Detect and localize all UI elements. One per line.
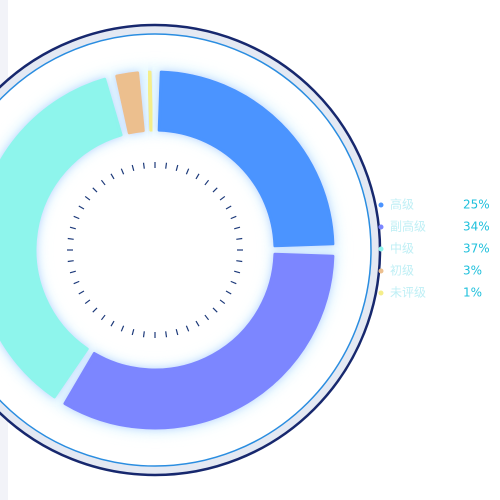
tick	[78, 290, 85, 295]
legend-label: 未评级	[390, 286, 426, 300]
tick	[165, 162, 168, 169]
donut-segment	[63, 252, 335, 430]
tick	[100, 314, 106, 321]
tick	[230, 280, 237, 285]
tick	[73, 280, 80, 285]
tick-ring	[67, 162, 243, 338]
legend-dot	[378, 224, 384, 230]
tick	[234, 270, 241, 274]
tick	[195, 320, 200, 327]
donut-segment	[157, 70, 335, 248]
legend-dot	[378, 202, 384, 208]
tick	[67, 237, 74, 240]
tick	[185, 168, 190, 175]
tick	[78, 205, 85, 210]
tick	[120, 168, 125, 175]
tick	[69, 270, 76, 274]
tick	[175, 164, 179, 171]
legend-value: 1%	[463, 286, 482, 300]
tick	[142, 331, 145, 338]
tick	[185, 325, 190, 332]
tick	[212, 187, 218, 193]
tick	[92, 187, 98, 193]
tick	[219, 195, 226, 201]
tick	[131, 329, 135, 336]
tick	[175, 329, 179, 336]
donut-segment	[115, 71, 145, 135]
tick	[165, 331, 168, 338]
tick	[84, 299, 91, 305]
tick	[120, 325, 125, 332]
tick	[236, 237, 243, 240]
legend-value: 37%	[463, 242, 490, 256]
tick	[69, 226, 76, 230]
donut-segment	[0, 77, 123, 399]
tick	[110, 173, 115, 180]
tick	[234, 226, 241, 230]
legend-dot	[378, 246, 384, 252]
legend-label: 副高级	[390, 219, 426, 234]
legend-dot	[378, 290, 384, 296]
tick	[212, 307, 218, 313]
tick	[92, 307, 98, 313]
tick	[219, 299, 226, 305]
tick	[225, 290, 232, 295]
legend-value: 25%	[463, 198, 490, 212]
tick	[110, 320, 115, 327]
legend-label: 高级	[390, 197, 414, 212]
tick	[230, 215, 237, 220]
legend-label: 初级	[390, 264, 414, 278]
donut-segment	[147, 70, 154, 132]
tick	[204, 314, 210, 321]
legend-value: 34%	[463, 220, 490, 234]
tick	[100, 179, 106, 186]
legend-label: 中级	[390, 241, 414, 256]
tick	[84, 195, 91, 201]
tick	[195, 173, 200, 180]
legend-dot	[378, 268, 384, 274]
tick	[67, 260, 74, 263]
tick	[73, 215, 80, 220]
tick	[236, 260, 243, 263]
tick	[225, 205, 232, 210]
tick	[204, 179, 210, 186]
tick	[131, 164, 135, 171]
legend-value: 3%	[463, 264, 482, 278]
tick	[142, 162, 145, 169]
